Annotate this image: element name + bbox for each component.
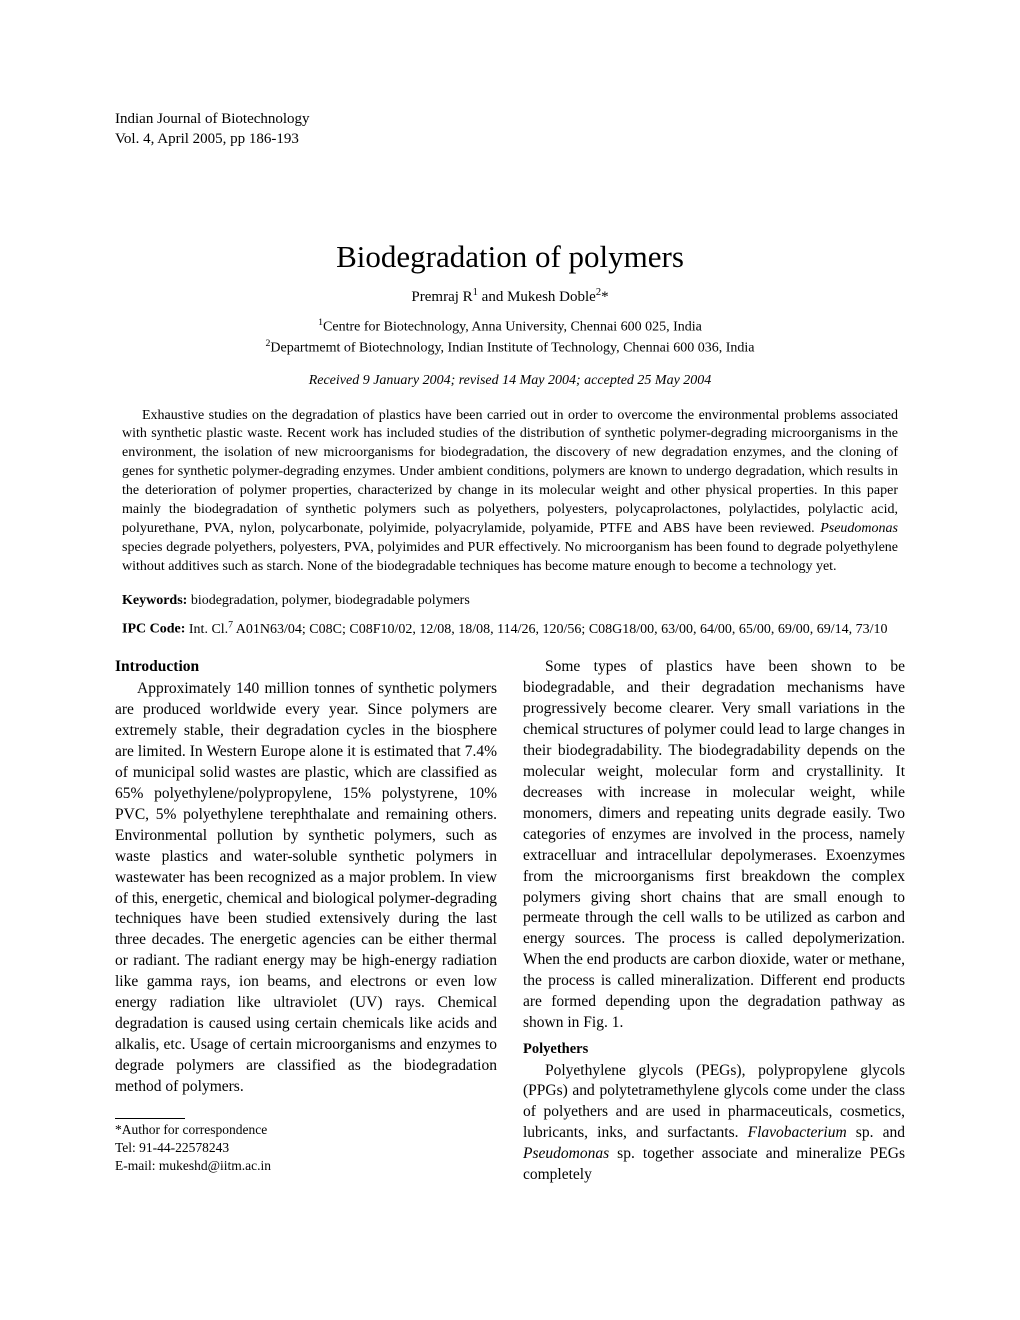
received-line: Received 9 January 2004; revised 14 May … [115, 373, 905, 389]
ipc-text: Int. Cl.7 A01N63/04; C08C; C08F10/02, 12… [185, 622, 887, 637]
paper-affiliations: 1Centre for Biotechnology, Anna Universi… [115, 316, 905, 359]
footnote-tel: Tel: 91-44-22578243 [115, 1139, 497, 1157]
journal-name: Indian Journal of Biotechnology [115, 110, 905, 130]
affiliation-1: 1Centre for Biotechnology, Anna Universi… [115, 316, 905, 337]
paper-authors: Premraj R1 and Mukesh Doble2* [115, 287, 905, 306]
body-columns: Introduction Approximately 140 million t… [115, 657, 905, 1186]
keywords-label: Keywords: [122, 593, 187, 608]
right-paragraph-1: Some types of plastics have been shown t… [523, 657, 905, 1034]
introduction-paragraph: Approximately 140 million tonnes of synt… [115, 679, 497, 1097]
left-column: Introduction Approximately 140 million t… [115, 657, 497, 1186]
abstract-text: Exhaustive studies on the degradation of… [122, 407, 898, 577]
right-column: Some types of plastics have been shown t… [523, 657, 905, 1186]
journal-issue: Vol. 4, April 2005, pp 186-193 [115, 130, 905, 150]
paper-title: Biodegradation of polymers [115, 239, 905, 275]
footnote-correspondence: *Author for correspondence [115, 1121, 497, 1139]
footnote-email: E-mail: mukeshd@iitm.ac.in [115, 1157, 497, 1175]
ipc-label: IPC Code: [122, 622, 185, 637]
affiliation-2: 2Departmemt of Biotechnology, Indian Ins… [115, 337, 905, 358]
keywords-block: Keywords: biodegradation, polymer, biode… [122, 591, 898, 611]
polyethers-heading: Polyethers [523, 1040, 905, 1060]
introduction-heading: Introduction [115, 657, 497, 678]
ipc-block: IPC Code: Int. Cl.7 A01N63/04; C08C; C08… [122, 618, 898, 639]
footnote-divider [115, 1118, 185, 1119]
footnote-block: *Author for correspondence Tel: 91-44-22… [115, 1121, 497, 1176]
polyethers-paragraph: Polyethylene glycols (PEGs), polypropyle… [523, 1061, 905, 1187]
journal-info-block: Indian Journal of Biotechnology Vol. 4, … [115, 110, 905, 149]
keywords-text: biodegradation, polymer, biodegradable p… [187, 593, 469, 608]
page-container: Indian Journal of Biotechnology Vol. 4, … [0, 0, 1020, 1226]
abstract-block: Exhaustive studies on the degradation of… [122, 407, 898, 577]
